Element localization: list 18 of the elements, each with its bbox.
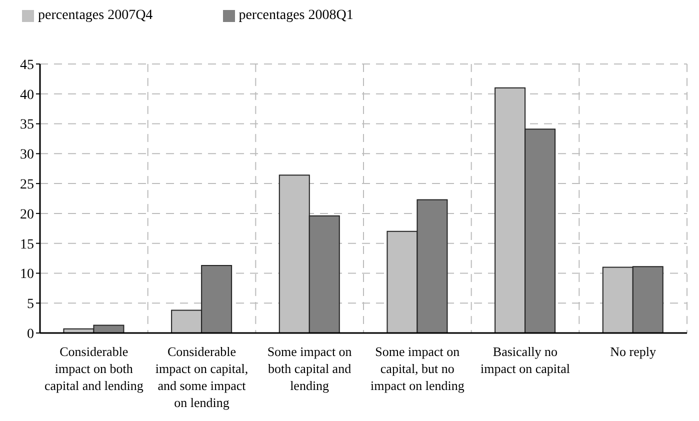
x-tick-label: Basically no impact on capital — [479, 343, 571, 377]
x-tick-label: Considerable impact on capital, and some impact on lending — [154, 343, 250, 411]
x-tick-label: Some impact on capital, but no impact on lending — [369, 343, 466, 394]
x-tick-label: Some impact on both capital and lending — [266, 343, 353, 394]
y-tick-label: 0 — [27, 326, 34, 342]
legend-label: percentages 2008Q1 — [238, 8, 354, 23]
legend-label: percentages 2007Q4 — [38, 8, 153, 23]
y-tick-label: 45 — [20, 58, 34, 73]
x-tick-label: No reply — [609, 343, 657, 360]
y-tick-label: 20 — [20, 207, 34, 222]
y-tick-label: 35 — [20, 118, 34, 133]
y-tick-label: 25 — [20, 178, 34, 193]
x-tick-label: Considerable impact on both capital and lending — [43, 343, 144, 394]
y-tick-label: 10 — [20, 267, 34, 282]
y-tick-label: 5 — [27, 297, 34, 312]
y-tick-label: 30 — [20, 148, 34, 163]
y-tick-label: 40 — [20, 88, 34, 103]
y-tick-label: 15 — [20, 237, 34, 252]
